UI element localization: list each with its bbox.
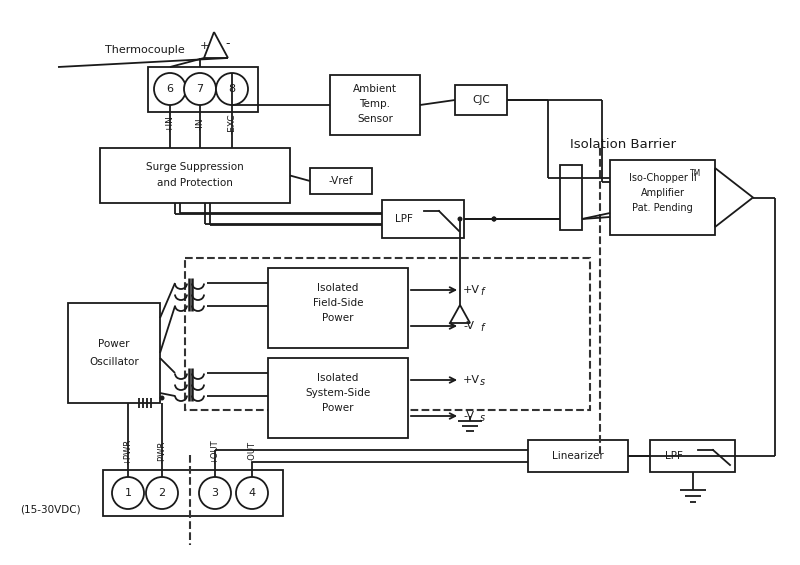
Text: 4: 4 — [249, 488, 255, 498]
Text: System-Side: System-Side — [306, 388, 370, 398]
Bar — [148, 67, 258, 112]
Text: -: - — [226, 37, 230, 50]
Text: Linearizer: Linearizer — [552, 451, 604, 461]
Circle shape — [491, 216, 497, 221]
Bar — [103, 470, 283, 516]
Text: Pat. Pending: Pat. Pending — [632, 203, 693, 213]
Text: (15-30VDC): (15-30VDC) — [20, 505, 80, 515]
Text: Thermocouple: Thermocouple — [106, 45, 185, 55]
Circle shape — [491, 216, 497, 221]
Bar — [268, 268, 408, 348]
Text: Temp.: Temp. — [359, 99, 390, 109]
Text: 7: 7 — [197, 84, 203, 94]
Circle shape — [458, 216, 462, 221]
Text: 8: 8 — [229, 84, 235, 94]
Text: Power: Power — [98, 339, 130, 349]
Text: +IN: +IN — [166, 116, 174, 132]
Circle shape — [112, 477, 144, 509]
Bar — [650, 440, 735, 472]
Circle shape — [184, 73, 216, 105]
Bar — [268, 358, 408, 438]
Circle shape — [159, 396, 165, 401]
Text: -V: -V — [463, 411, 474, 421]
Text: Isolated: Isolated — [318, 373, 358, 383]
Text: Power: Power — [322, 403, 354, 413]
Text: Field-Side: Field-Side — [313, 298, 363, 308]
Text: s: s — [480, 377, 485, 387]
Text: and Protection: and Protection — [157, 179, 233, 189]
Bar — [382, 200, 464, 238]
Text: s: s — [480, 413, 485, 423]
Text: LPF: LPF — [395, 214, 413, 224]
Text: LPF: LPF — [665, 451, 683, 461]
Text: 6: 6 — [166, 84, 174, 94]
Text: f: f — [480, 287, 483, 297]
Text: 1: 1 — [125, 488, 131, 498]
Text: -PWR: -PWR — [158, 441, 166, 463]
Text: +OUT: +OUT — [210, 440, 219, 464]
Text: f: f — [480, 323, 483, 333]
Text: Oscillator: Oscillator — [89, 357, 139, 367]
Text: TM: TM — [690, 168, 701, 177]
Bar — [330, 75, 420, 135]
Text: CJC: CJC — [472, 95, 490, 105]
Bar — [528, 440, 628, 472]
Text: 3: 3 — [211, 488, 218, 498]
Circle shape — [216, 73, 248, 105]
Bar — [185, 258, 590, 410]
Circle shape — [199, 477, 231, 509]
Bar — [610, 160, 715, 235]
Text: -IN: -IN — [195, 118, 205, 131]
Text: Iso-Chopper II: Iso-Chopper II — [629, 173, 696, 183]
Text: +V: +V — [463, 285, 480, 295]
Bar — [560, 165, 582, 230]
Text: +: + — [199, 41, 209, 51]
Text: Power: Power — [322, 313, 354, 323]
Text: +PWR: +PWR — [123, 439, 133, 465]
Text: -EXC: -EXC — [227, 114, 237, 134]
Text: Ambient: Ambient — [353, 84, 397, 94]
Text: 2: 2 — [158, 488, 166, 498]
Circle shape — [146, 477, 178, 509]
Circle shape — [154, 73, 186, 105]
Text: -V: -V — [463, 321, 474, 331]
Bar — [68, 303, 160, 403]
Bar — [100, 148, 290, 203]
Text: Amplifier: Amplifier — [641, 188, 685, 198]
Circle shape — [236, 477, 268, 509]
Text: Isolation Barrier: Isolation Barrier — [570, 138, 676, 151]
Bar — [455, 85, 507, 115]
Text: -OUT: -OUT — [247, 441, 257, 463]
Text: +V: +V — [463, 375, 480, 385]
Text: Surge Suppression: Surge Suppression — [146, 163, 244, 172]
Text: -Vref: -Vref — [329, 176, 354, 186]
Bar — [310, 168, 372, 194]
Text: Sensor: Sensor — [357, 114, 393, 124]
Text: Isolated: Isolated — [318, 283, 358, 293]
